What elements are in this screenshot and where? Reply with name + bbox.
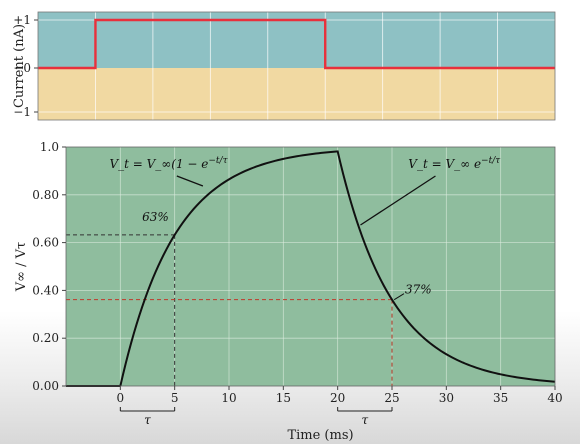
voltage-x-tick-label: 40 (547, 391, 562, 405)
voltage-panel: 1.0 0.80 0.60 0.40 0.20 0.00 0 5 10 15 20 25 30 35 40… (14, 140, 563, 443)
fall-equation-pointer (360, 175, 436, 226)
tau-label-fall: τ (362, 413, 369, 427)
current-y-ticks: +1 −0 −1 (13, 13, 38, 119)
voltage-y-axis-label: V∞ / Vτ (14, 242, 29, 292)
voltage-y-tick-label: 0.20 (32, 331, 59, 345)
voltage-y-tick-label: 0.00 (32, 379, 59, 393)
voltage-x-tick-label: 30 (439, 391, 454, 405)
tau-label-rise: τ (144, 413, 151, 427)
current-y-tick-label: −1 (13, 105, 31, 119)
voltage-y-tick-label: 0.80 (32, 188, 59, 202)
voltage-x-tick-label: 35 (493, 391, 508, 405)
voltage-y-ticks: 1.0 0.80 0.60 0.40 0.20 0.00 (32, 140, 66, 393)
current-y-tick-label: +1 (13, 13, 31, 27)
voltage-x-tick-label: 10 (221, 391, 236, 405)
current-negative-band (38, 68, 555, 120)
voltage-x-tick-label: 0 (117, 391, 125, 405)
current-panel: +1 −0 −1 Current (nA) (12, 11, 556, 121)
voltage-x-tick-label: 20 (330, 391, 345, 405)
current-trace (38, 18, 555, 70)
voltage-x-ticks: 0 5 10 15 20 25 30 35 40 (117, 386, 563, 405)
fall-equation: V_t = V_∞ e−t/τ (408, 156, 501, 171)
guide-lines (66, 234, 393, 386)
voltage-x-axis-label: Time (ms) (287, 428, 353, 443)
voltage-y-tick-label: 1.0 (40, 140, 59, 154)
current-frame (37, 11, 556, 121)
voltage-curve (66, 150, 556, 387)
current-positive-band (38, 12, 555, 68)
rise-equation: V_t = V_∞(1 − e−t/τ (109, 156, 228, 171)
voltage-x-tick-label: 15 (276, 391, 291, 405)
voltage-frame (65, 146, 556, 387)
voltage-y-tick-label: 0.60 (32, 236, 59, 250)
tau-brackets (119, 407, 393, 412)
fall-marker-pointer (393, 293, 405, 301)
rise-equation-pointer (176, 175, 204, 187)
voltage-grid (66, 147, 555, 386)
current-y-tick-label: −0 (13, 61, 31, 75)
fall-marker-37: 37% (405, 283, 432, 297)
voltage-x-tick-label: 25 (384, 391, 399, 405)
voltage-x-tick-label: 5 (171, 391, 179, 405)
voltage-plot-background (66, 147, 555, 386)
rise-marker-63: 63% (142, 210, 169, 224)
current-y-axis-label: Current (nA) (12, 24, 27, 108)
voltage-y-tick-label: 0.40 (32, 283, 59, 297)
